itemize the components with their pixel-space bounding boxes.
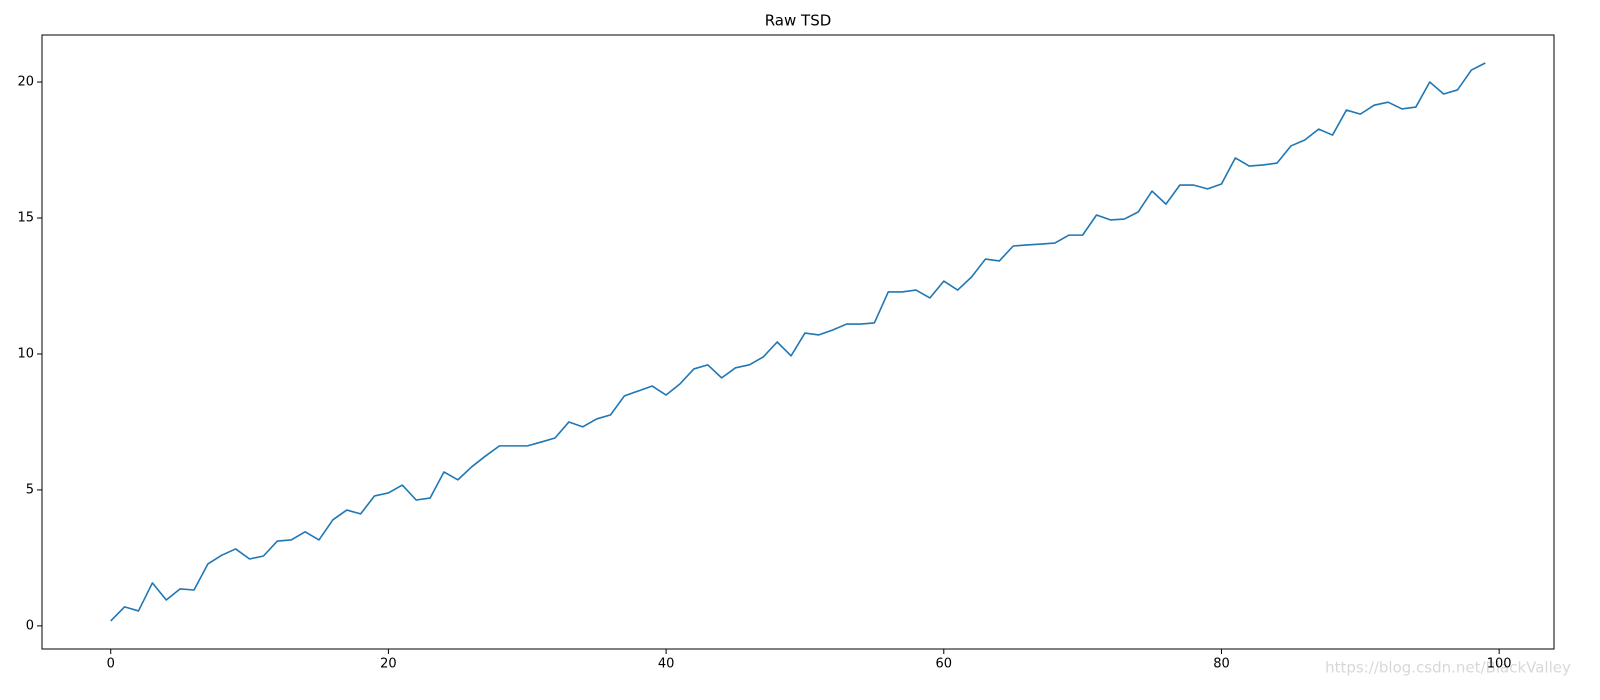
watermark: https://blog.csdn.net/BlackValley <box>1325 659 1571 677</box>
y-tick-label: 10 <box>17 346 34 361</box>
x-tick-label: 0 <box>107 657 115 672</box>
x-tick-label: 40 <box>658 657 675 672</box>
y-tick-label: 20 <box>17 75 34 90</box>
chart-title: Raw TSD <box>765 12 832 30</box>
x-tick-label: 80 <box>1213 657 1230 672</box>
x-tick-label: 100 <box>1487 657 1512 672</box>
y-tick-label: 0 <box>26 618 34 633</box>
data-line <box>110 62 1486 622</box>
y-tick-label: 15 <box>17 211 34 226</box>
x-tick-label: 60 <box>936 657 953 672</box>
y-tick-label: 5 <box>26 482 34 497</box>
x-tick-label: 20 <box>380 657 397 672</box>
axes-frame <box>41 34 1555 650</box>
